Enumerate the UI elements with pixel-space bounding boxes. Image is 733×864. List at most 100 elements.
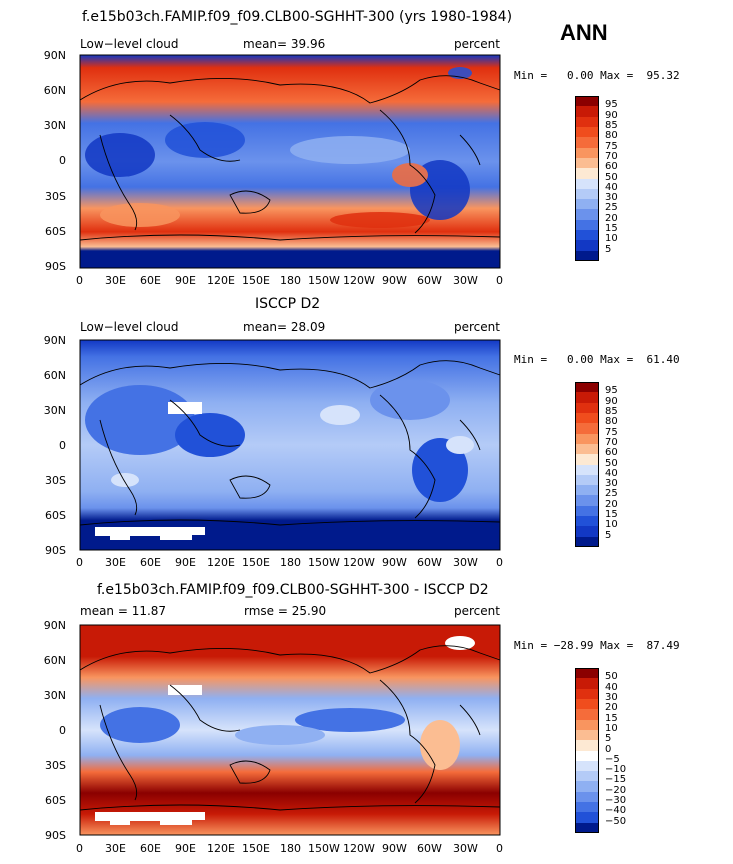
colorbar-swatch — [575, 505, 599, 517]
lat-tick: 90N — [43, 49, 66, 62]
colorbar-label: 40 — [605, 681, 618, 693]
colorbar-label: 20 — [605, 212, 618, 224]
lat-tick: 0 — [59, 439, 66, 452]
colorbar-swatch — [575, 536, 599, 547]
colorbar-swatch — [575, 822, 599, 833]
colorbar-label: 10 — [605, 722, 618, 734]
colorbar-swatch — [575, 474, 599, 486]
colorbar-label: 75 — [605, 140, 618, 152]
lat-tick: 60N — [43, 654, 66, 667]
panel2-mean-label: mean= 28.09 — [243, 320, 326, 334]
lon-tick: 90E — [175, 274, 196, 287]
panel1-cloud-features — [85, 67, 472, 228]
lon-tick: 0 — [76, 842, 83, 855]
colorbar-swatch — [575, 147, 599, 158]
panel3-mean-label: mean = 11.87 — [80, 604, 167, 618]
colorbar-swatch — [575, 678, 599, 689]
colorbar-label: 25 — [605, 202, 618, 214]
colorbar-swatch — [575, 740, 599, 751]
lon-tick: 60W — [417, 274, 442, 287]
colorbar-swatch — [575, 106, 599, 117]
colorbar-label: 5 — [605, 529, 612, 541]
panel3-colorbar: 50 40 30 20 15 10 5 0 −5 −10 −15 −20 −30 −40 −50 — [575, 668, 626, 833]
colorbar-label: 10 — [605, 233, 618, 245]
colorbar-label: −30 — [605, 795, 627, 807]
lat-tick: 30S — [45, 190, 66, 203]
lon-tick: 0 — [76, 274, 83, 287]
panel1-variable-label: Low−level cloud — [80, 37, 179, 51]
lon-tick: 30W — [453, 842, 478, 855]
lat-tick: 60N — [43, 369, 66, 382]
lat-tick: 30N — [43, 404, 66, 417]
lat-tick: 60S — [45, 509, 66, 522]
colorbar-swatch — [575, 230, 599, 241]
lon-tick: 180 — [280, 274, 301, 287]
colorbar-swatch — [575, 219, 599, 231]
colorbar-label: 30 — [605, 478, 618, 490]
colorbar-swatch — [575, 157, 599, 169]
colorbar-label: 85 — [605, 119, 618, 131]
lat-tick: 60S — [45, 225, 66, 238]
colorbar-swatch — [575, 250, 599, 261]
colorbar-label: −20 — [605, 784, 627, 796]
lat-tick: 90S — [45, 544, 66, 557]
panel2-colorbar: 95 90 85 80 75 70 60 50 40 30 25 20 15 10 5 — [575, 382, 618, 547]
colorbar-swatch — [575, 760, 599, 772]
colorbar-swatch — [575, 812, 599, 823]
lon-tick: 120E — [207, 842, 235, 855]
lon-tick: 60W — [417, 556, 442, 569]
panel1-minmax: Min = 0.00 Max = 95.32 — [514, 69, 680, 82]
panel3-diff-features — [95, 636, 475, 825]
colorbar-label: −10 — [605, 764, 627, 776]
lon-tick: 90W — [382, 842, 407, 855]
colorbar-label: 60 — [605, 447, 618, 459]
lon-tick: 150E — [242, 842, 270, 855]
lon-tick: 120E — [207, 274, 235, 287]
panel2-units-label: percent — [454, 320, 500, 334]
lon-tick: 90W — [382, 274, 407, 287]
panel3-minmax: Min = −28.99 Max = 87.49 — [514, 639, 680, 652]
colorbar-label: −15 — [605, 774, 627, 786]
lat-tick: 90S — [45, 829, 66, 842]
panel3-lat-axis: 90N 60N 30N 0 30S 60S 90S — [40, 619, 80, 842]
lon-tick: 30E — [105, 556, 126, 569]
lon-tick: 60W — [417, 842, 442, 855]
colorbar-swatch — [575, 464, 599, 475]
lon-tick: 0 — [76, 556, 83, 569]
lon-tick: 150W — [308, 556, 340, 569]
colorbar-label: 15 — [605, 223, 618, 235]
lon-tick: 150W — [308, 274, 340, 287]
colorbar-label: 85 — [605, 405, 618, 417]
lat-tick: 30N — [43, 119, 66, 132]
colorbar-swatch — [575, 126, 599, 138]
lon-tick: 150W — [308, 842, 340, 855]
panel2-minmax: Min = 0.00 Max = 61.40 — [514, 353, 680, 366]
colorbar-label: 80 — [605, 416, 618, 428]
lon-tick: 120E — [207, 556, 235, 569]
panel2-cloud-features — [85, 380, 474, 540]
colorbar-swatch — [575, 526, 599, 537]
colorbar-swatch — [575, 516, 599, 527]
panel1-mean-label: mean= 39.96 — [243, 37, 326, 51]
colorbar-swatch — [575, 709, 599, 720]
lon-tick: 60E — [140, 556, 161, 569]
lon-tick: 30W — [453, 274, 478, 287]
lat-tick: 60S — [45, 794, 66, 807]
colorbar-swatch — [575, 240, 599, 251]
lon-tick: 90E — [175, 842, 196, 855]
panel2-map — [79, 339, 501, 551]
lat-tick: 60N — [43, 84, 66, 97]
lon-tick: 120W — [343, 274, 375, 287]
panel1-lon-axis: 0 30E 60E 90E 120E 150E 180 150W 120W 90… — [76, 274, 503, 290]
colorbar-label: 50 — [605, 671, 618, 683]
colorbar-label: 15 — [605, 712, 618, 724]
panel2-title: ISCCP D2 — [255, 296, 321, 312]
lon-tick: 0 — [496, 274, 503, 287]
lat-tick: 90N — [43, 334, 66, 347]
colorbar-label: 95 — [605, 385, 618, 397]
colorbar-label: 30 — [605, 192, 618, 204]
colorbar-swatch — [575, 168, 599, 179]
colorbar-swatch — [575, 433, 599, 444]
lat-tick: 0 — [59, 154, 66, 167]
lon-tick: 180 — [280, 556, 301, 569]
